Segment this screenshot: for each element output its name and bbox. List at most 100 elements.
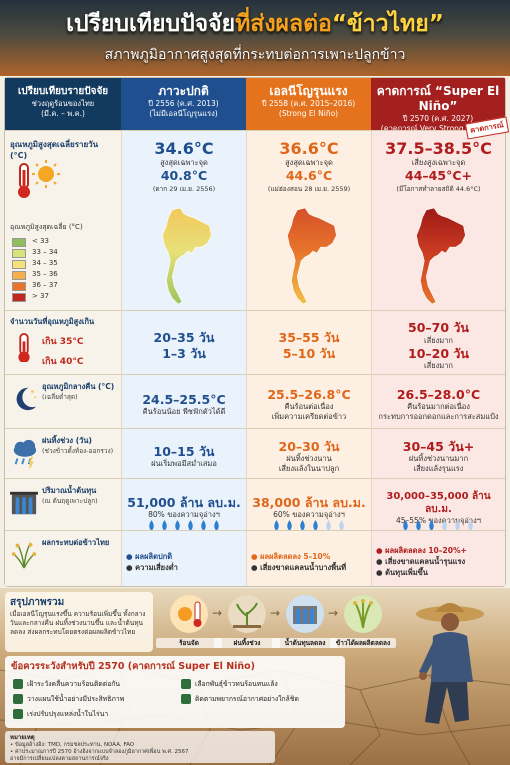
icon-shape	[174, 520, 180, 531]
icon-shape	[15, 497, 20, 515]
summary-icon	[227, 594, 267, 634]
column-subtitle: ปี 2556 (ค.ศ. 2013)	[148, 99, 219, 108]
icon-shape	[12, 542, 36, 569]
droplet	[429, 520, 434, 531]
row-label: อุณหภูมิสูงสุดเฉลี่ยรายวัน (°C)	[10, 140, 99, 160]
icon-shape	[22, 341, 26, 355]
legend-title: อุณหภูมิสูงสุดเฉลี่ย (°C)	[10, 223, 83, 231]
icon-shape	[11, 542, 37, 569]
column-subtitle: (มี.ค. – พ.ค.)	[41, 109, 85, 118]
droplet	[442, 520, 447, 531]
droplet	[299, 520, 305, 531]
recommendation-bullet	[181, 678, 191, 689]
column-title: ภาวะปกติ	[158, 84, 209, 98]
icon-shape	[286, 520, 292, 531]
note: เสี่ยงแล้งในนาปลูก	[278, 464, 340, 474]
row-label-cell	[5, 530, 121, 586]
summary-icon	[285, 594, 325, 634]
icon-shape	[18, 160, 60, 198]
value: 35–55 วัน	[278, 330, 340, 345]
footer-title: หมายเหตุ	[10, 734, 35, 741]
icon-shape	[296, 609, 300, 624]
title-part: “ข้าวไทย”	[331, 11, 444, 37]
icon-shape	[344, 595, 382, 633]
row-label: อุณหภูมิกลางคืน (°C) (เฉลี่ยต่ำสุด)	[42, 382, 120, 402]
recommendation-panel: ข้อควรระวังสำหรับปี 2570 (คาดการณ์ Super…	[5, 656, 345, 728]
icon-shape	[148, 520, 154, 531]
icon-shape	[18, 333, 30, 363]
icon-shape	[416, 207, 466, 305]
row-icon	[10, 438, 38, 469]
recommendation-bullet	[181, 693, 191, 704]
icon-shape	[228, 595, 266, 633]
icon-shape	[419, 672, 427, 680]
value: 51,000 ล้าน ลบ.ม.	[127, 494, 241, 510]
recommendation-item: วางแผนใช้น้ำอย่างมีประสิทธิภาพ	[13, 693, 175, 704]
impact-item: ความเสี่ยงต่ำ	[126, 562, 242, 573]
icon-shape	[369, 601, 373, 605]
icon-shape	[338, 520, 344, 531]
legend-swatch	[12, 282, 26, 291]
title: เปรียบเทียบปัจจัยที่ส่งผลต่อ“ข้าวไทย”	[0, 6, 510, 42]
column-subtitle: ช่วงฤดูร้อนของไทย	[31, 99, 95, 108]
impact-item: เสี่ยงขาดแคลนน้ำบางพื้นที่	[251, 562, 367, 573]
note: เสี่ยงมาก	[424, 335, 453, 345]
icon-shape	[22, 170, 26, 188]
icon-shape	[15, 543, 20, 548]
data-cell: 20–35 วัน 1–3 วัน	[121, 310, 246, 374]
icon-shape	[455, 520, 460, 531]
value: 44–45°C+	[405, 168, 472, 183]
icon-shape	[14, 458, 32, 465]
value: 20–30 วัน	[278, 438, 340, 454]
icon-shape	[178, 607, 192, 621]
droplet	[174, 520, 180, 531]
note: สูงสุดเฉพาะจุด	[160, 158, 208, 167]
row-label: ปริมาณน้ำต้นทุน (ณ ต้นฤดูเพาะปลูก)	[42, 486, 120, 506]
note: เพิ่มความเครียดต่อข้าว	[271, 412, 347, 422]
impact-item: ผลผลิตลดลง 5–10%	[251, 551, 367, 562]
icon-shape	[32, 160, 60, 188]
note: 45–55% ของความจุอ่างฯ	[395, 515, 481, 525]
icon-shape	[429, 520, 434, 531]
legend-label: 36 – 37	[32, 281, 58, 289]
summary-icon-label: ข้าวได้ผลผลิตลดลง	[330, 638, 396, 648]
note: คืนร้อนน้อย พืชฟักตัวได้ดี	[142, 407, 226, 417]
data-cell: 30–45 วัน+ ฝนทิ้งช่วงนานมาก เสี่ยงแล้งรุนแ…	[371, 428, 505, 478]
row-label: ฝนทิ้งช่วง (วัน)	[42, 436, 92, 445]
legend-label: 33 – 34	[32, 248, 58, 256]
subtitle: สภาพภูมิอากาศสูงสุดที่กระทบต่อการเพาะปลู…	[104, 47, 406, 63]
recommendation-item: ติดตามพยากรณ์อากาศอย่างใกล้ชิด	[181, 693, 343, 704]
note: (ตาก 29 เม.ย. 2556)	[152, 184, 216, 193]
column-subtitle: (ไม่มีเอลนีโญรุนแรง)	[149, 109, 218, 118]
icon-shape	[416, 603, 484, 724]
note: ฝนทิ้งช่วงนาน	[286, 454, 332, 464]
thailand-map	[277, 207, 341, 306]
footer-line: • ข้อมูลอ้างอิง: TMD, กรมชลประทาน, NOAA,…	[10, 742, 135, 748]
icon-shape	[16, 387, 37, 411]
column-header: ภาวะปกติ ปี 2556 (ค.ศ. 2013) (ไม่มีเอลนีโญ…	[121, 78, 246, 130]
icon-shape	[286, 595, 324, 633]
droplets	[246, 516, 371, 535]
recommendation-text: เร่งปรับปรุงแหล่งน้ำในไร่นา	[27, 710, 109, 718]
value: 26.5–28.0°C	[396, 386, 481, 402]
data-cell: 24.5–25.5°C คืนร้อนน้อย พืชฟักตัวได้ดี	[121, 374, 246, 428]
icon-shape	[213, 520, 219, 531]
icon-shape	[193, 619, 202, 627]
note: 60% ของความจุอ่างฯ	[273, 510, 345, 520]
recommendation-item: เลือกพันธุ์ข้าวทนร้อนทนแล้ง	[181, 678, 343, 689]
recommendation-bullet	[13, 708, 23, 719]
icon-shape	[431, 632, 473, 682]
note: ฝนเริ่มพอมีสม่ำเสมอ	[151, 459, 217, 469]
row-label: เกิน 40°C	[42, 357, 84, 367]
thailand-map	[152, 207, 216, 306]
value: 30–45 วัน+	[402, 438, 475, 454]
footer-panel: หมายเหตุ • ข้อมูลอ้างอิง: TMD, กรมชลประทา…	[5, 731, 275, 763]
legend-swatch	[12, 238, 26, 247]
icon-shape	[34, 396, 37, 399]
column-title: คาดการณ์ “Super El Niño”	[376, 84, 500, 113]
icon-shape	[403, 520, 408, 531]
note: 80% ของความจุอ่างฯ	[148, 510, 220, 520]
droplet	[403, 520, 408, 531]
row-label-cell	[5, 130, 121, 310]
icon-shape	[236, 602, 258, 626]
